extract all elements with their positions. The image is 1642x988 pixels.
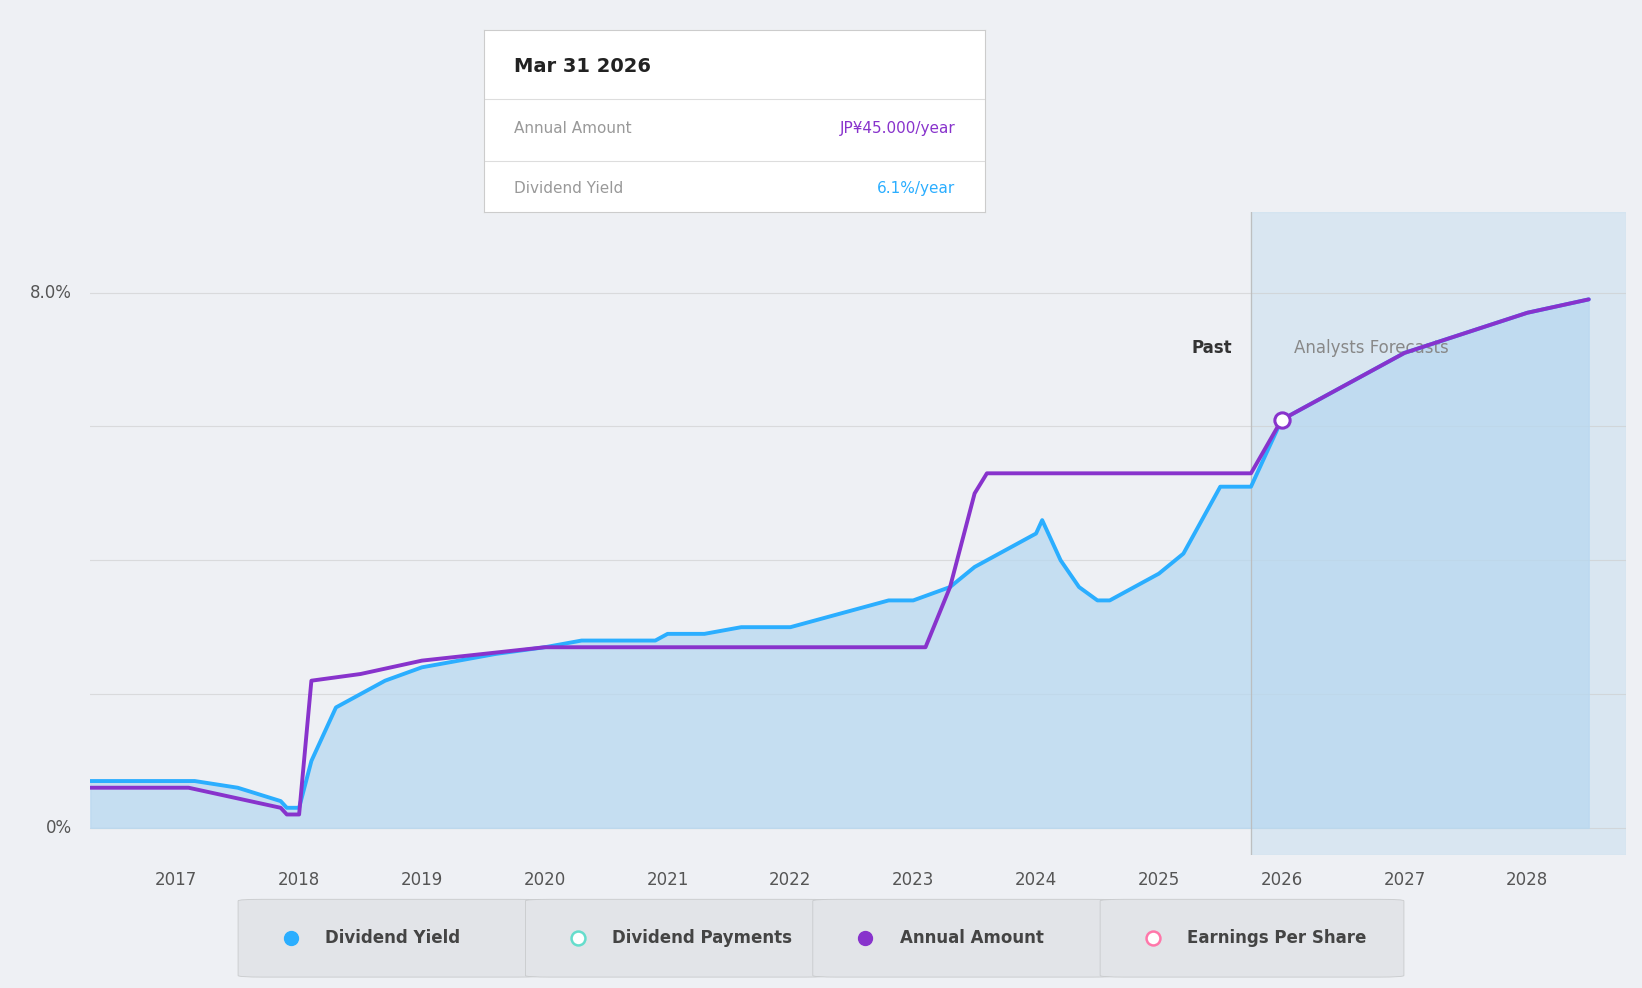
Text: Past: Past: [1192, 339, 1233, 357]
Text: Earnings Per Share: Earnings Per Share: [1187, 929, 1366, 947]
Text: Annual Amount: Annual Amount: [514, 121, 632, 135]
Text: Analysts Forecasts: Analysts Forecasts: [1294, 339, 1448, 357]
FancyBboxPatch shape: [1100, 899, 1404, 977]
FancyBboxPatch shape: [813, 899, 1117, 977]
FancyBboxPatch shape: [238, 899, 542, 977]
Text: 8.0%: 8.0%: [30, 284, 72, 301]
Text: Dividend Payments: Dividend Payments: [612, 929, 793, 947]
Text: Dividend Yield: Dividend Yield: [514, 181, 624, 197]
FancyBboxPatch shape: [525, 899, 829, 977]
Text: JP¥45.000/year: JP¥45.000/year: [839, 121, 956, 135]
Text: 6.1%/year: 6.1%/year: [877, 181, 956, 197]
Bar: [1251, 212, 1626, 855]
Text: Annual Amount: Annual Amount: [900, 929, 1044, 947]
Text: 0%: 0%: [46, 819, 72, 837]
Text: Mar 31 2026: Mar 31 2026: [514, 56, 652, 76]
Text: Dividend Yield: Dividend Yield: [325, 929, 460, 947]
